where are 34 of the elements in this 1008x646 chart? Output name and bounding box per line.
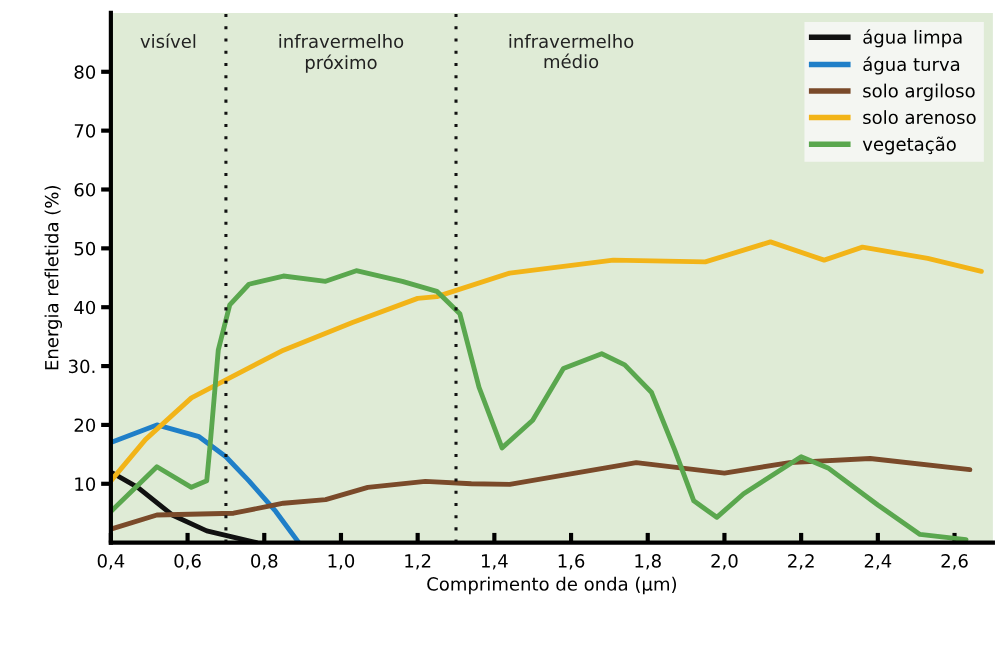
x-tick-label: 1,2 [405,554,431,570]
y-tick-label: 30. [68,359,95,374]
x-tick-label: 1,4 [481,554,508,570]
line-series [110,268,969,543]
annotation: infravermelho próximo [279,34,404,73]
x-axis-title: Comprimento de onda (μm) [427,576,677,595]
y-tick-label: 20 [74,418,96,433]
annotation: visível [140,33,196,49]
legend-label: água limpa [863,29,962,48]
y-tick-label: 10 [75,477,96,491]
x-tick-label: 0,4 [97,554,125,570]
y-tick-label: 50 [74,241,96,256]
x-tick-label: 2,6 [941,554,968,570]
y-axis-title: Energia refletida (%) [44,186,63,370]
legend-label: solo argiloso [863,83,975,102]
x-tick-label: 2,4 [864,554,892,570]
x-tick-label: 0,8 [251,554,278,570]
y-tick-label: 40 [74,300,96,315]
y-tick-label: 70 [74,124,96,138]
x-tick-label: 1,0 [328,554,355,570]
x-tick-label: 1,6 [558,554,585,570]
line-series [110,239,984,484]
x-tick-label: 2,2 [788,554,814,570]
legend-label: vegetação [862,136,956,155]
line-series [110,422,302,543]
annotation: infravermelho médio [509,34,634,69]
x-tick-label: 1,8 [635,554,661,570]
y-tick-label: 80 [74,65,96,79]
x-tick-label: 0,6 [174,554,201,570]
x-tick-label: 2,0 [711,554,738,570]
legend-label: água turva [863,56,960,75]
legend-label: solo arenoso [863,110,976,125]
y-tick-label: 60 [74,182,96,197]
line-series [110,456,973,532]
